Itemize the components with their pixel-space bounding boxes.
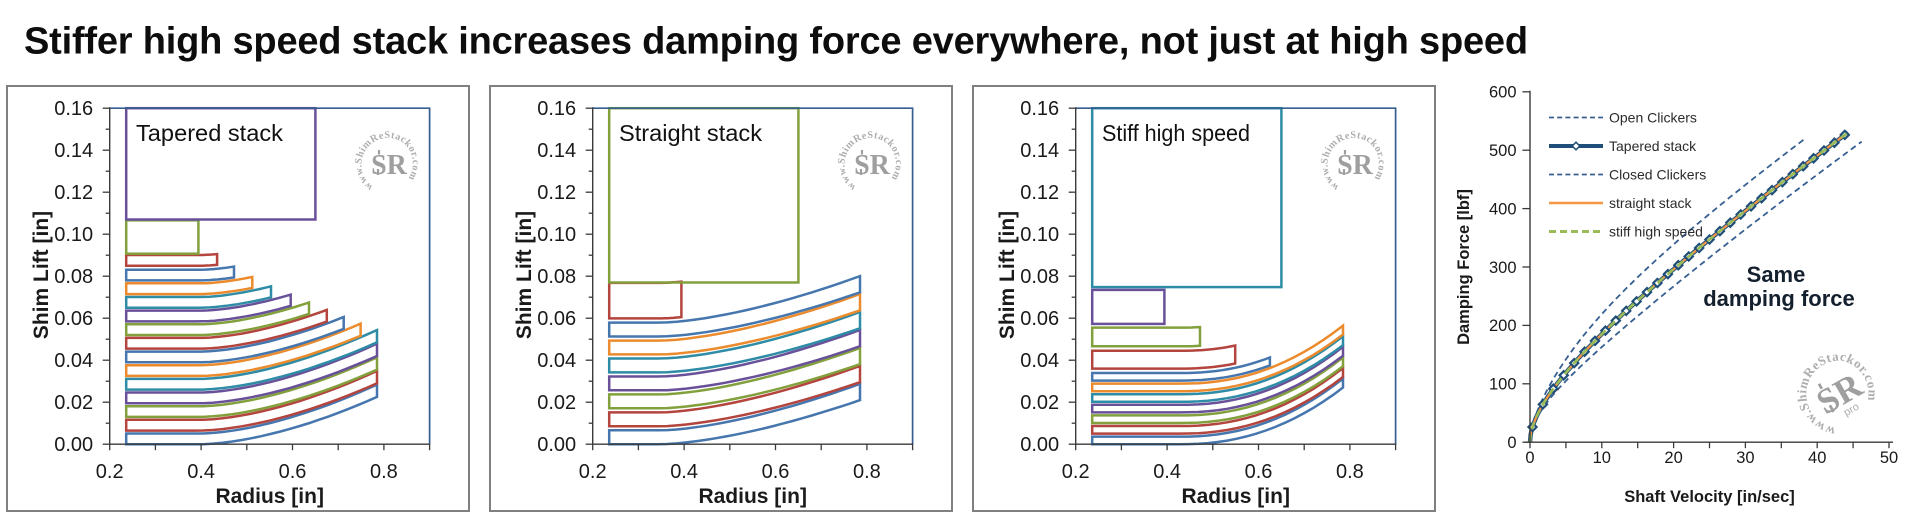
svg-text:Radius [in]: Radius [in]: [1181, 485, 1290, 508]
svg-text:0.8: 0.8: [853, 461, 881, 483]
svg-text:Shim Lift [in]: Shim Lift [in]: [996, 211, 1019, 339]
svg-text:Open Clickers: Open Clickers: [1609, 110, 1697, 126]
svg-text:0.6: 0.6: [279, 461, 307, 483]
svg-text:600: 600: [1489, 84, 1517, 102]
svg-text:0.04: 0.04: [54, 350, 93, 372]
svg-text:0.6: 0.6: [762, 461, 790, 483]
svg-text:40: 40: [1808, 449, 1826, 467]
svg-text:0.06: 0.06: [537, 308, 576, 330]
svg-text:0.04: 0.04: [1020, 350, 1059, 372]
svg-text:SR: SR: [371, 150, 408, 181]
svg-text:0.16: 0.16: [1020, 98, 1059, 120]
svg-text:Radius [in]: Radius [in]: [215, 485, 324, 508]
svg-text:0.14: 0.14: [54, 140, 93, 162]
svg-text:0.14: 0.14: [537, 140, 576, 162]
svg-text:0.06: 0.06: [54, 308, 93, 330]
svg-text:400: 400: [1489, 200, 1517, 218]
svg-text:0.8: 0.8: [1336, 461, 1364, 483]
svg-text:straight stack: straight stack: [1609, 195, 1692, 211]
svg-text:100: 100: [1489, 376, 1517, 394]
svg-text:0.04: 0.04: [537, 350, 576, 372]
svg-text:0.08: 0.08: [537, 266, 576, 288]
svg-text:0.02: 0.02: [537, 392, 576, 414]
svg-text:0.4: 0.4: [187, 461, 215, 483]
svg-text:200: 200: [1489, 317, 1517, 335]
svg-text:damping force: damping force: [1703, 286, 1855, 311]
svg-text:Damping Force [lbf]: Damping Force [lbf]: [1455, 189, 1473, 345]
svg-text:0.12: 0.12: [537, 182, 576, 204]
svg-text:0.6: 0.6: [1245, 461, 1273, 483]
svg-text:0.02: 0.02: [54, 392, 93, 414]
svg-text:0.12: 0.12: [54, 182, 93, 204]
svg-text:10: 10: [1593, 449, 1611, 467]
svg-text:Stiffer high speed stack incre: Stiffer high speed stack increases dampi…: [24, 21, 1528, 63]
svg-text:20: 20: [1664, 449, 1682, 467]
svg-text:0.02: 0.02: [1020, 392, 1059, 414]
svg-text:0.10: 0.10: [54, 224, 93, 246]
svg-text:Shim Lift [in]: Shim Lift [in]: [30, 211, 53, 339]
svg-text:Straight stack: Straight stack: [619, 120, 763, 146]
svg-text:SR: SR: [1337, 150, 1374, 181]
svg-text:0.10: 0.10: [1020, 224, 1059, 246]
svg-text:Tapered stack: Tapered stack: [136, 120, 283, 146]
svg-text:30: 30: [1736, 449, 1754, 467]
svg-text:0.2: 0.2: [96, 461, 124, 483]
svg-text:0.08: 0.08: [54, 266, 93, 288]
svg-text:0.16: 0.16: [537, 98, 576, 120]
svg-text:Shaft Velocity [in/sec]: Shaft Velocity [in/sec]: [1624, 488, 1795, 506]
svg-text:0.2: 0.2: [1062, 461, 1090, 483]
svg-text:0.2: 0.2: [579, 461, 607, 483]
svg-text:Stiff high speed: Stiff high speed: [1102, 120, 1250, 146]
svg-text:0.06: 0.06: [1020, 308, 1059, 330]
svg-text:SR: SR: [854, 150, 891, 181]
svg-text:0.16: 0.16: [54, 98, 93, 120]
svg-text:0.00: 0.00: [1020, 434, 1059, 456]
svg-text:0.08: 0.08: [1020, 266, 1059, 288]
svg-text:Radius [in]: Radius [in]: [698, 485, 807, 508]
svg-text:500: 500: [1489, 142, 1517, 160]
svg-text:0.10: 0.10: [537, 224, 576, 246]
svg-text:Tapered stack: Tapered stack: [1609, 138, 1697, 154]
svg-text:0.14: 0.14: [1020, 140, 1059, 162]
svg-text:0.4: 0.4: [1153, 461, 1181, 483]
svg-text:0: 0: [1525, 449, 1534, 467]
svg-text:Closed Clickers: Closed Clickers: [1609, 167, 1706, 183]
svg-text:0.8: 0.8: [370, 461, 398, 483]
svg-text:Shim Lift [in]: Shim Lift [in]: [513, 211, 536, 339]
svg-text:50: 50: [1880, 449, 1898, 467]
svg-text:0.4: 0.4: [670, 461, 698, 483]
svg-text:0.00: 0.00: [54, 434, 93, 456]
svg-text:0.12: 0.12: [1020, 182, 1059, 204]
svg-text:300: 300: [1489, 259, 1517, 277]
svg-text:0: 0: [1507, 434, 1516, 452]
svg-text:Same: Same: [1747, 262, 1806, 287]
svg-text:0.00: 0.00: [537, 434, 576, 456]
svg-text:stiff high speed: stiff high speed: [1609, 224, 1703, 240]
